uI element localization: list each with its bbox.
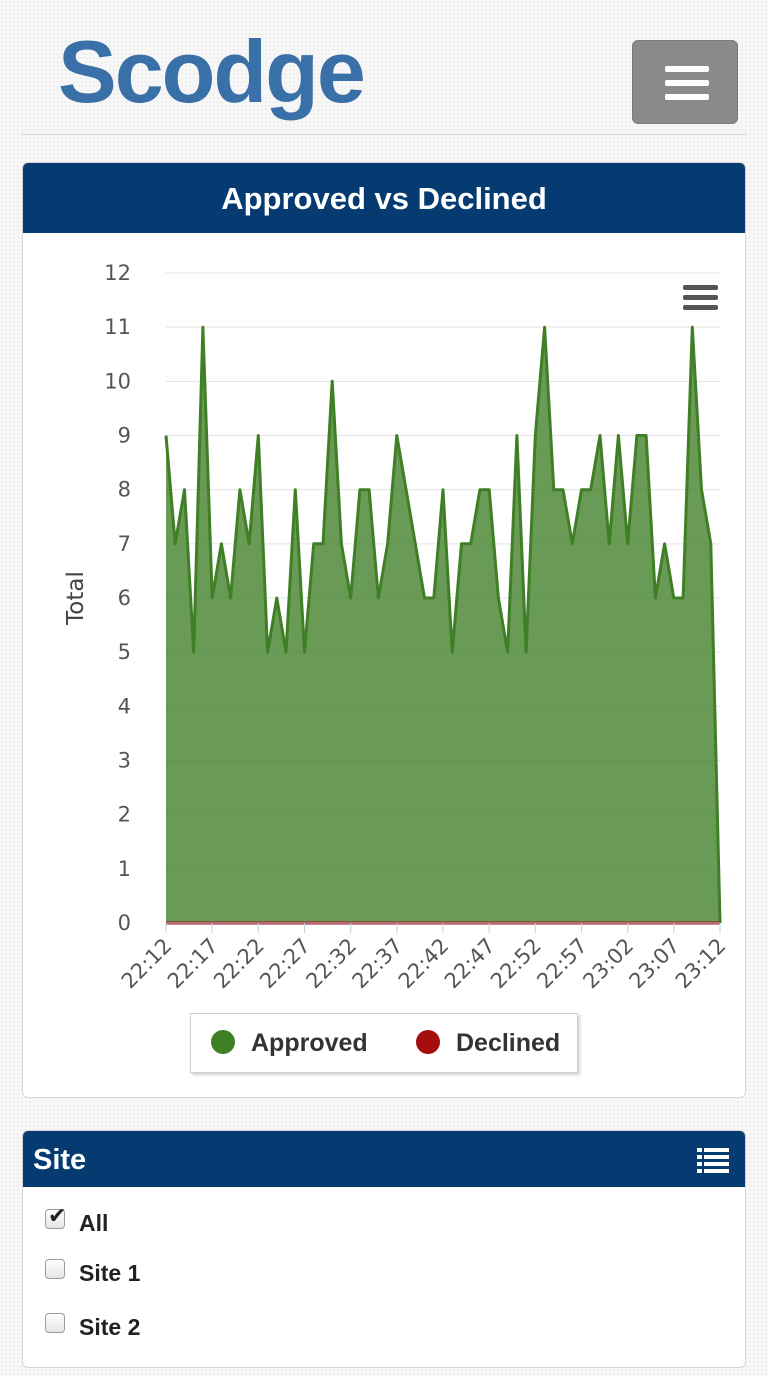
legend-marker-declined: [416, 1030, 440, 1055]
approved-declined-panel: Approved vs Declined 0 1 2 3 4 5 6 7 8 9 10 11 12 Tot…: [22, 162, 746, 1098]
y-tick-label: 1: [118, 857, 131, 881]
list-icon[interactable]: [697, 1147, 729, 1173]
site-1-checkbox[interactable]: [45, 1259, 65, 1279]
main-menu-button[interactable]: [632, 40, 738, 124]
x-tick-label: 22:27: [255, 934, 315, 994]
y-tick-label: 6: [118, 586, 131, 610]
x-tick-label: 22:22: [209, 934, 269, 994]
x-tick-label: 22:12: [117, 934, 177, 994]
series-area-approved: [166, 327, 720, 923]
site-1-label: Site 1: [79, 1260, 141, 1286]
site-all-label: All: [79, 1210, 109, 1236]
site-all-checkbox[interactable]: ✔: [45, 1204, 66, 1229]
chart-legend: Approved Declined: [190, 1013, 578, 1073]
brand-logo[interactable]: Scodge: [58, 22, 366, 121]
app-header: Scodge: [0, 0, 768, 136]
legend-label-approved: Approved: [251, 1029, 368, 1057]
site-2-checkbox[interactable]: [45, 1313, 65, 1333]
approved-declined-chart: 0123456789101112Total22:1222:1722:2222:2…: [63, 261, 731, 994]
hamburger-menu-icon: [683, 285, 718, 310]
header-divider: [22, 134, 746, 135]
y-tick-label: 12: [104, 261, 131, 285]
x-tick-label: 23:07: [625, 934, 685, 994]
y-tick-label: 7: [118, 532, 131, 556]
chart-export-menu-button[interactable]: [683, 285, 718, 310]
x-tick-label: 22:42: [394, 934, 454, 994]
site-panel-title: Site: [33, 1144, 87, 1176]
y-tick-label: 8: [118, 478, 131, 502]
x-tick-label: 22:32: [301, 934, 361, 994]
site-panel-header: Site: [23, 1131, 745, 1187]
y-tick-label: 9: [118, 424, 131, 448]
series-line-approved: [164, 325, 722, 924]
legend-label-declined: Declined: [456, 1029, 561, 1057]
y-axis-title: Total: [63, 571, 89, 626]
legend-item-declined[interactable]: Declined: [416, 1014, 560, 1072]
x-tick-label: 23:12: [671, 934, 731, 994]
y-tick-label: 11: [104, 315, 131, 339]
y-tick-label: 10: [104, 369, 131, 393]
legend-marker-approved: [211, 1030, 235, 1055]
x-tick-label: 22:17: [163, 934, 223, 994]
site-2-label: Site 2: [79, 1314, 141, 1340]
y-tick-label: 0: [118, 911, 131, 935]
x-tick-label: 22:52: [486, 934, 546, 994]
y-tick-label: 4: [118, 694, 131, 718]
x-tick-label: 22:57: [532, 934, 592, 994]
y-tick-label: 5: [118, 640, 131, 664]
y-tick-label: 3: [118, 749, 131, 773]
x-tick-label: 22:47: [440, 934, 500, 994]
checkmark-icon: ✔: [48, 1204, 67, 1229]
chart-panel-title: Approved vs Declined: [23, 163, 745, 233]
legend-item-approved[interactable]: Approved: [211, 1014, 368, 1072]
site-filter-panel: Site ✔ All Site 1 Site 2: [22, 1130, 746, 1368]
y-tick-label: 2: [118, 803, 131, 827]
x-tick-label: 23:02: [578, 934, 638, 994]
x-tick-label: 22:37: [348, 934, 408, 994]
